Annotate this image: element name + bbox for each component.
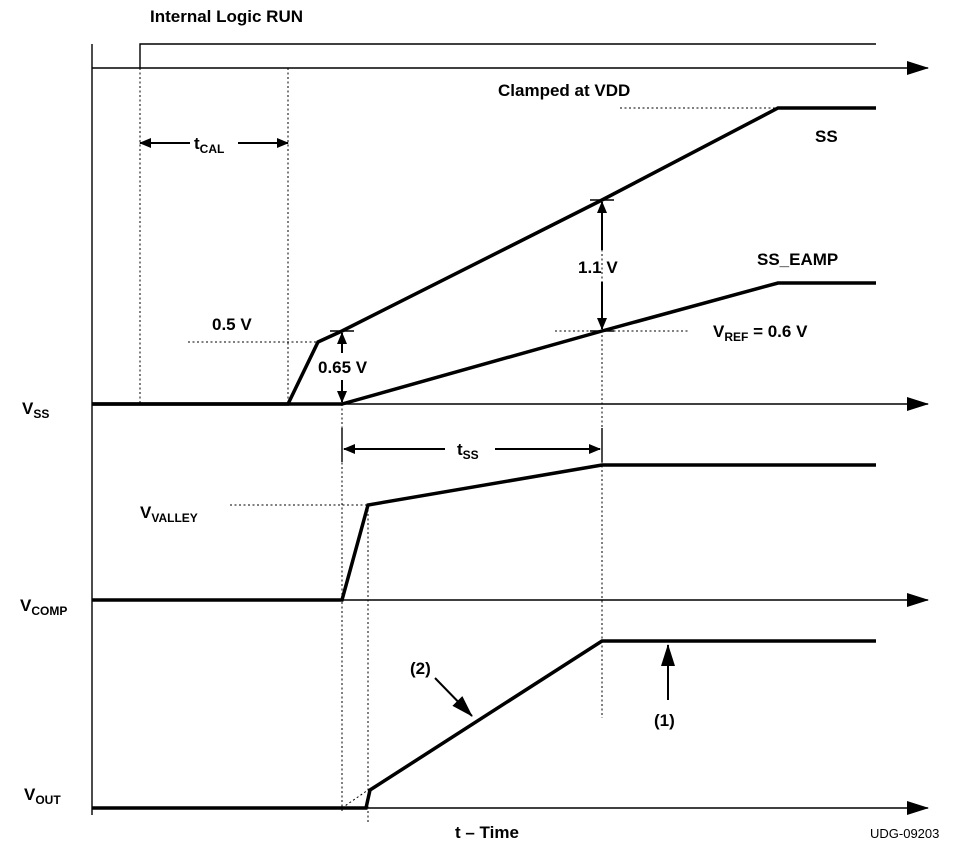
run-signal-trace [139,43,876,68]
note-1-label: (1) [654,711,675,730]
tcal-label: tCAL [194,134,224,156]
time-axis-label: t – Time [455,823,519,842]
tss-label: tSS [457,440,479,462]
vref-label: VREF = 0.6 V [713,322,808,344]
vcomp-trace [92,463,876,602]
ss-eamp-trace-label: SS_EAMP [757,250,838,269]
vout-trace [92,639,876,810]
vss-axis-label: VSS [22,399,49,421]
vout-axis-label: VOUT [24,785,61,807]
note-2-label: (2) [410,659,431,678]
run-signal-title: Internal Logic RUN [150,7,303,26]
vout-extrapolation-dotted-line [341,789,369,809]
diff-label: 1.1 V [578,258,618,277]
vvalley-label: VVALLEY [140,503,198,525]
ss-eamp-trace [92,281,876,406]
clamped-at-vdd-label: Clamped at VDD [498,81,630,100]
note-2-arrow [434,677,473,717]
vcomp-axis-label: VCOMP [20,596,67,618]
offset-label: 0.65 V [318,358,368,377]
ss-trace-label: SS [815,127,838,146]
figure-id: UDG-09203 [870,826,939,841]
half-volt-label: 0.5 V [212,315,252,334]
